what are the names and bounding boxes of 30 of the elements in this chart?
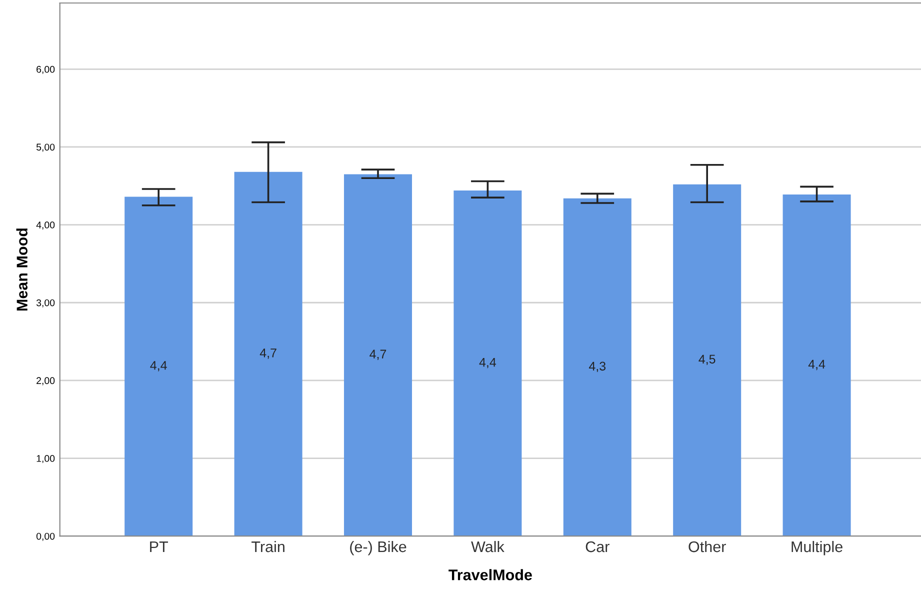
y-tick-label: 2,00	[36, 377, 55, 386]
y-axis-title: Mean Mood	[16, 228, 28, 311]
x-tick-label: Other	[688, 540, 726, 552]
data-label: 4,5	[698, 354, 716, 366]
bar	[782, 194, 851, 536]
bar	[563, 198, 632, 536]
bar	[124, 196, 193, 536]
data-label: 4,4	[150, 361, 167, 372]
bar	[234, 172, 302, 536]
x-tick-label: Multiple	[792, 540, 842, 556]
bar	[344, 174, 412, 536]
bar	[454, 190, 522, 536]
data-label: 4,7	[260, 348, 276, 359]
data-label: 4,4	[479, 358, 496, 368]
data-label: 4,4	[808, 360, 826, 370]
x-axis-title: TravelMode	[448, 569, 532, 580]
x-tick-label: Car	[586, 541, 610, 552]
x-tick-label: Walk	[471, 540, 504, 552]
y-tick-label: 3,00	[36, 299, 55, 308]
bar	[673, 184, 742, 536]
y-tick-label: 1,00	[36, 455, 55, 464]
y-tick-label: 5,00	[36, 144, 55, 152]
data-label: 4,7	[370, 350, 386, 360]
data-label: 4,3	[588, 362, 606, 372]
y-tick-label: 4,00	[36, 222, 55, 230]
x-tick-label: (e-) Bike	[350, 540, 406, 556]
y-tick-label: 6,00	[36, 66, 55, 74]
x-tick-label: Train	[252, 540, 284, 552]
x-tick-label: PT	[150, 542, 168, 552]
y-tick-label: 0,00	[36, 532, 55, 541]
